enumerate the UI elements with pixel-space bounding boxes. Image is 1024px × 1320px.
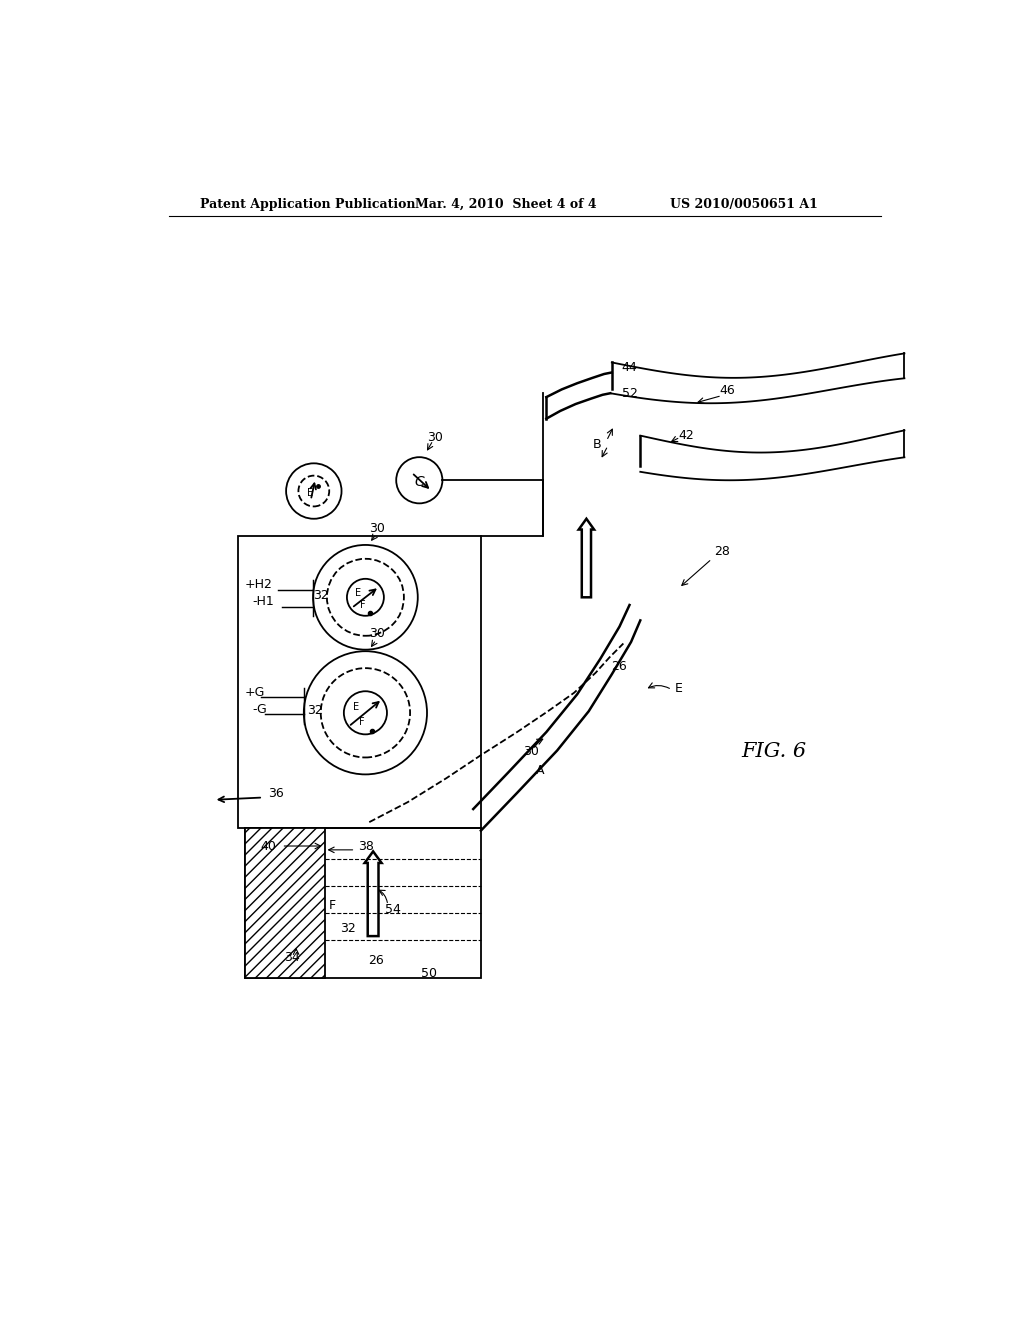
Text: 46: 46 bbox=[720, 384, 735, 397]
Text: 30: 30 bbox=[427, 432, 442, 445]
Text: -H1: -H1 bbox=[252, 595, 274, 609]
Text: US 2010/0050651 A1: US 2010/0050651 A1 bbox=[670, 198, 817, 211]
Text: 30: 30 bbox=[369, 627, 385, 640]
Bar bbox=[245, 829, 481, 978]
Text: E: E bbox=[307, 487, 313, 498]
Text: C: C bbox=[415, 475, 424, 488]
Text: 36: 36 bbox=[267, 787, 284, 800]
Text: +H2: +H2 bbox=[245, 578, 272, 591]
Bar bbox=[239, 536, 481, 829]
Text: Mar. 4, 2010  Sheet 4 of 4: Mar. 4, 2010 Sheet 4 of 4 bbox=[416, 198, 597, 211]
Text: 50: 50 bbox=[421, 966, 437, 979]
Text: E: E bbox=[675, 681, 683, 694]
Text: FIG. 6: FIG. 6 bbox=[741, 742, 806, 760]
Text: 34: 34 bbox=[285, 952, 300, 964]
Text: F: F bbox=[359, 601, 366, 610]
Text: Patent Application Publication: Patent Application Publication bbox=[200, 198, 416, 211]
Text: 32: 32 bbox=[307, 705, 324, 717]
Text: 42: 42 bbox=[679, 429, 694, 442]
Text: +G: +G bbox=[245, 686, 265, 698]
Text: 38: 38 bbox=[357, 840, 374, 853]
Text: 26: 26 bbox=[611, 660, 627, 673]
Text: 32: 32 bbox=[340, 921, 355, 935]
Text: -G: -G bbox=[252, 702, 267, 715]
Text: 28: 28 bbox=[714, 545, 730, 557]
Text: 44: 44 bbox=[622, 362, 637, 375]
Text: E: E bbox=[353, 702, 359, 711]
Text: F: F bbox=[358, 717, 365, 727]
Text: 54: 54 bbox=[385, 903, 400, 916]
Text: 30: 30 bbox=[369, 521, 385, 535]
Text: E: E bbox=[354, 587, 360, 598]
Text: B: B bbox=[593, 438, 601, 451]
Text: A: A bbox=[536, 764, 545, 777]
Text: 32: 32 bbox=[313, 589, 329, 602]
Text: 40: 40 bbox=[260, 840, 275, 853]
Text: 26: 26 bbox=[368, 954, 383, 968]
Bar bbox=[245, 829, 325, 978]
Text: 30: 30 bbox=[523, 744, 539, 758]
Text: F: F bbox=[330, 899, 336, 912]
Text: 52: 52 bbox=[622, 387, 638, 400]
